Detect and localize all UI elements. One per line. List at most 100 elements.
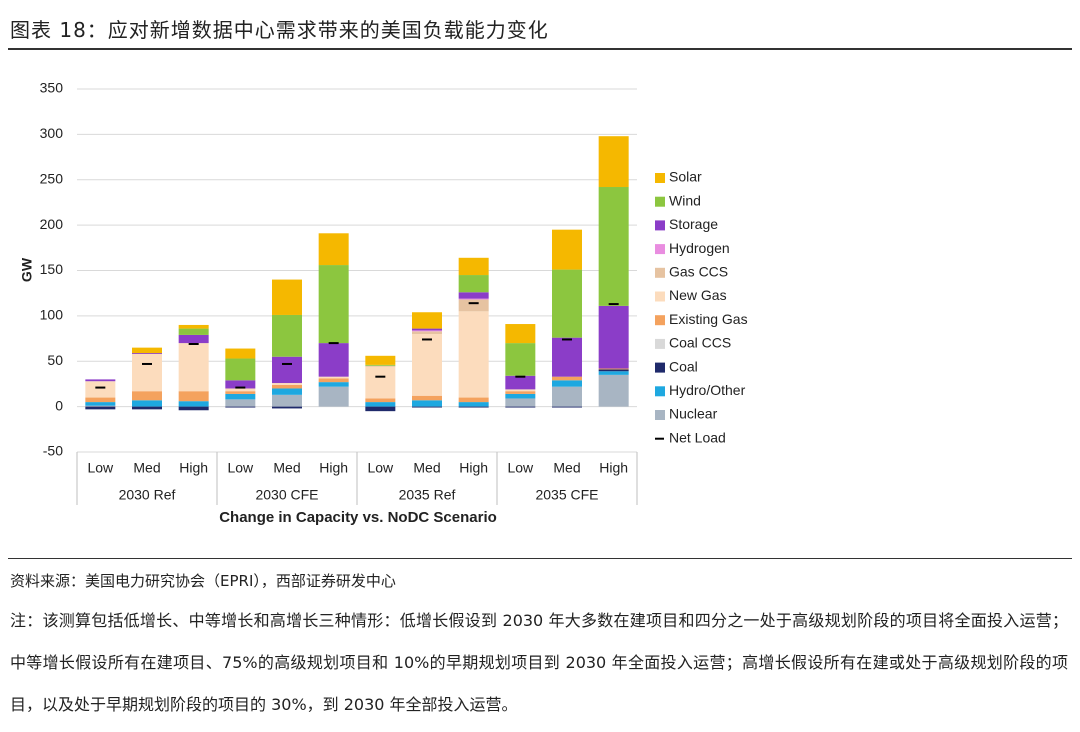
bar-segment [318,382,349,387]
bar-segment [552,386,582,407]
bar-segment [412,331,442,335]
x-tick-label: Low [87,460,114,476]
bar-segment [598,374,629,407]
group-label: 2035 CFE [535,487,598,503]
bar-segment [318,386,349,407]
bar-segment [132,406,162,410]
bar-segment [225,391,256,394]
bar-segment [365,398,396,403]
page-title: 图表 18：应对新增数据中心需求带来的美国负载能力变化 [10,18,549,42]
bar-segment [458,292,489,299]
bar-segment [598,369,629,372]
bar-segment [85,397,116,403]
bar-segment [505,324,536,344]
legend-swatch [655,244,665,255]
bar-segment [552,269,582,338]
bar-segment [458,311,489,398]
legend-label: Wind [669,192,701,208]
bar-segment [552,337,582,377]
legend-swatch [655,338,665,349]
bar-segment [225,393,256,400]
legend-swatch [655,410,665,420]
group-label: 2030 Ref [119,487,176,503]
bar-segment [318,378,349,383]
bar-segment [132,353,162,354]
bar-segment [85,405,116,407]
legend-label: Nuclear [669,406,718,422]
bar-segment [412,334,442,396]
bar-segment [458,397,489,403]
legend-label: Storage [669,216,718,232]
bar-segment [365,364,396,366]
bar-segment [132,347,162,354]
bar-segment [598,371,629,375]
legend-swatch [655,315,665,326]
legend-label: Coal CCS [669,335,731,351]
bar-segment [505,391,536,394]
bar-segment [272,384,302,389]
bar-segment [132,400,162,407]
bar-segment [458,257,489,276]
bar-segment [598,305,629,369]
bar-segment [458,406,489,408]
bar-segment [272,279,302,315]
bar-segment [505,375,536,390]
x-tick-label: Med [553,460,580,476]
legend-swatch [655,220,665,231]
bar-segment [178,391,209,402]
y-axis-title: GW [19,257,35,282]
bar-segment [318,343,349,377]
bar-segment [552,380,582,387]
x-tick-label: Med [413,460,440,476]
y-tick-label: 250 [40,170,64,186]
bar-segment [458,299,489,312]
bar-segment [365,402,396,407]
chart: GW Change in Capacity vs. NoDC Scenario … [19,80,748,526]
legend-label: Net Load [669,429,726,445]
bar-segment [225,399,256,407]
bar-segment [85,406,116,410]
bar-segment [225,380,256,389]
bar-segment [365,406,396,412]
bar-segment [412,400,442,407]
bar-segment [178,343,209,392]
bar-segment [178,406,209,411]
bar-segment [365,355,396,365]
bar-segment [272,406,302,409]
x-axis-title: Change in Capacity vs. NoDC Scenario [219,509,497,526]
bar-segment [365,366,396,399]
bar-segment [225,358,256,381]
footnote: 注：该测算包括低增长、中等增长和高增长三种情形：低增长假设到 2030 年大多数… [10,611,1068,714]
bar-segment [272,356,302,384]
x-tick-label: Low [367,460,394,476]
x-tick-label: Med [273,460,300,476]
y-tick-label: 300 [40,125,64,141]
bar-segment [365,365,396,367]
bar-segment [505,406,536,408]
group-label: 2035 Ref [399,487,456,503]
bar-segment [552,406,582,408]
bar-segment [85,381,116,398]
bar-segment [505,398,536,407]
bar-segment [178,324,209,329]
bar-segment [225,406,256,408]
y-tick-label: 50 [47,352,63,368]
legend-label: Hydro/Other [669,382,746,398]
legend-label: Existing Gas [669,311,748,327]
bar-segment [552,376,582,381]
bar-segment [458,298,489,300]
bar-segment [412,406,442,408]
bar-segment [505,343,536,376]
legend-swatch [655,196,665,207]
bar-segment [272,314,302,357]
legend-swatch [655,267,665,278]
y-tick-label: 350 [40,80,64,96]
bar-segment [458,275,489,293]
x-tick-label: High [599,460,628,476]
y-tick-label: 200 [40,216,64,232]
bar-segment [272,388,302,395]
y-tick-label: 100 [40,307,64,323]
bar-segment [318,265,349,344]
footer-rule [8,558,1072,559]
bar-segment [412,328,442,331]
